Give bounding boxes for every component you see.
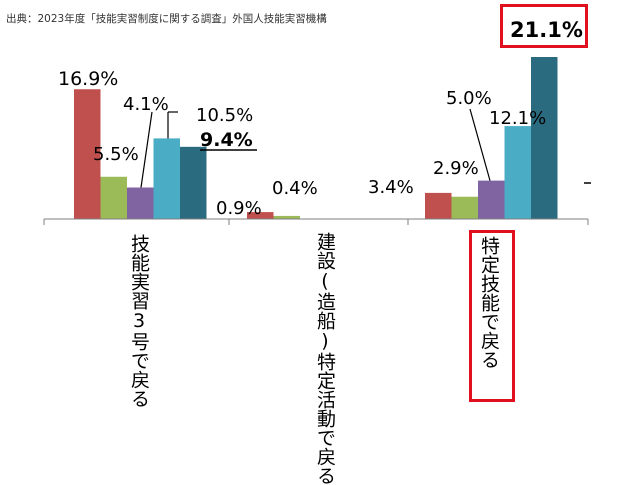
data-label-s2-c0: 4.1% bbox=[123, 94, 169, 115]
category-label-2: 特定技能で戻る bbox=[478, 236, 500, 369]
data-label-s2-c2: 5.0% bbox=[446, 88, 492, 109]
bar-s4-c0 bbox=[180, 146, 207, 219]
data-label-s4-c2: 21.1% bbox=[510, 18, 583, 42]
data-label-s3-c0: 10.5% bbox=[196, 105, 253, 126]
bar-s4-c2 bbox=[531, 57, 558, 219]
data-label-s1-c2: 2.9% bbox=[433, 158, 479, 179]
data-label-s1-c0: 5.5% bbox=[93, 144, 139, 165]
bar-s1-c0 bbox=[100, 176, 127, 219]
leader-s2-c2 bbox=[469, 108, 491, 181]
bar-s0-c0 bbox=[74, 89, 101, 219]
bar-s0-c2 bbox=[425, 192, 452, 219]
bar-s1-c1 bbox=[273, 215, 300, 219]
category-label-1: 建設(造船)特定活動で戻る bbox=[314, 232, 336, 485]
data-label-s3-c2: 12.1% bbox=[489, 108, 546, 129]
bar-s2-c0 bbox=[127, 187, 154, 219]
leader-s2-c0 bbox=[140, 111, 153, 188]
data-label-s0-c1: 0.9% bbox=[216, 198, 262, 219]
bar-s0-c1 bbox=[247, 212, 274, 219]
category-label-0: 技能実習3号で戻る bbox=[128, 234, 150, 408]
data-label-s0-c0: 16.9% bbox=[58, 68, 118, 90]
highlight-box-21-1 bbox=[500, 4, 588, 48]
bar-s1-c2 bbox=[451, 196, 478, 219]
chart-figure: 出典：2023年度「技能実習制度に関する調査」外国人技能実習機構 16.9% 0.… bbox=[6, 4, 591, 485]
data-label-s4-c0: 9.4% bbox=[200, 129, 253, 151]
data-label-s0-c2: 3.4% bbox=[368, 177, 414, 198]
data-label-s1-c1: 0.4% bbox=[272, 178, 318, 199]
highlight-box-tokutei-ginou bbox=[469, 230, 515, 402]
source-note: 出典：2023年度「技能実習制度に関する調査」外国人技能実習機構 bbox=[6, 13, 327, 25]
bar-s3-c0 bbox=[153, 138, 180, 219]
bar-s3-c2 bbox=[504, 126, 531, 219]
bar-chart: 16.9% 0.9% 3.4% 5.5% 0.4% 2.9% 4.1% 5.0% 10.5% 12… bbox=[43, 18, 591, 225]
bar-s2-c2 bbox=[478, 180, 505, 219]
